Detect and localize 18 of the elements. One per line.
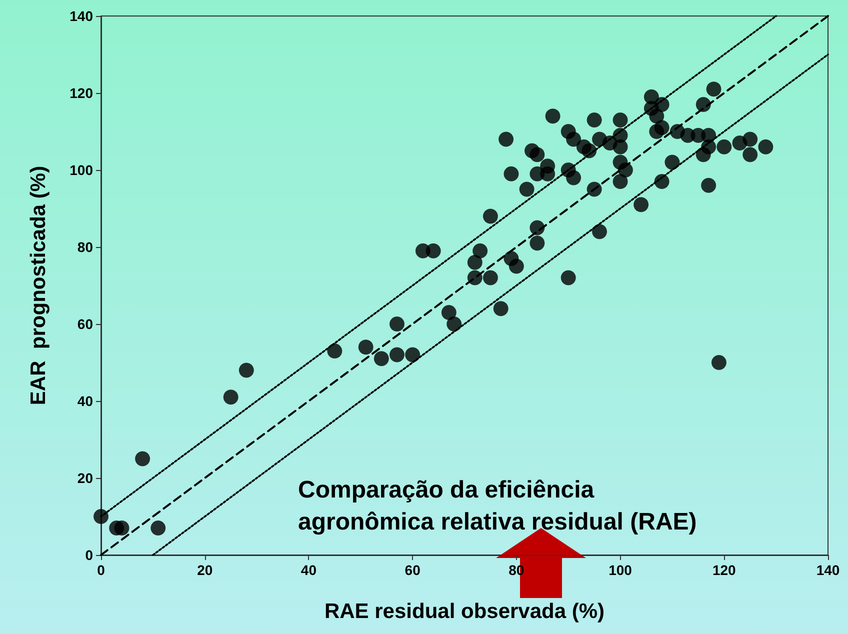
- y-tick-label: 140: [70, 8, 94, 24]
- y-tick-label: 0: [85, 547, 94, 563]
- x-axis-title: RAE residual observada (%): [324, 600, 605, 623]
- y-tick-label: 120: [70, 85, 94, 101]
- x-tick-label: 60: [404, 562, 421, 578]
- x-tick-label: 140: [816, 562, 840, 578]
- x-tick-label: 0: [97, 562, 106, 578]
- y-tick-label: 80: [77, 239, 94, 255]
- y-tick-label: 20: [77, 470, 94, 486]
- x-tick-label: 120: [712, 562, 736, 578]
- annotation: Comparação da eficiência agronômica relativa residual (RAE): [298, 476, 697, 536]
- y-tick-label: 100: [70, 162, 94, 178]
- x-tick-label: 40: [300, 562, 317, 578]
- x-tick-label: 20: [197, 562, 213, 578]
- y-tick-label: 40: [77, 393, 94, 409]
- y-tick-label: 60: [77, 316, 94, 332]
- x-tick-label: 100: [608, 562, 632, 578]
- y-axis-title: EAR prognosticada (%): [27, 166, 50, 406]
